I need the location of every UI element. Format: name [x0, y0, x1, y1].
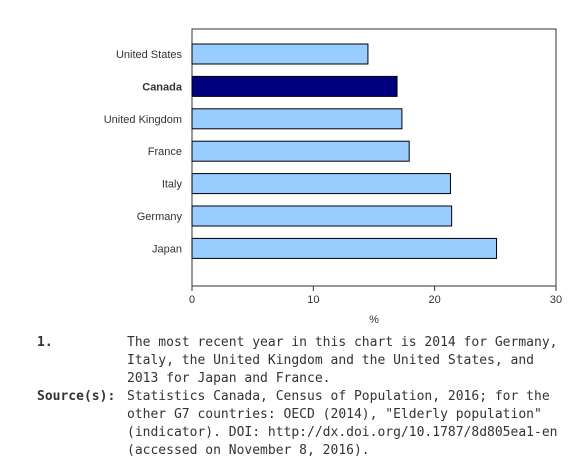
category-label-france: France [148, 146, 182, 158]
bars-layer [191, 43, 498, 259]
bar-canada [191, 75, 398, 97]
category-label-italy: Italy [162, 179, 183, 191]
bar-united-kingdom [191, 108, 403, 130]
category-labels: United States Canada United Kingdom France I… [104, 49, 183, 255]
x-tick-label: 10 [307, 294, 319, 306]
bar-italy [191, 173, 451, 195]
category-label-canada: Canada [142, 81, 183, 93]
note-row: 1. The most recent year in this chart is… [37, 334, 567, 388]
bar-united-states [191, 43, 369, 65]
category-label-united-states: United States [116, 49, 183, 61]
category-label-germany: Germany [137, 211, 183, 223]
bar-france [191, 140, 410, 162]
source-text: Statistics Canada, Census of Population,… [127, 389, 558, 458]
x-tick-label: 30 [550, 294, 562, 306]
source-label: Source(s): [37, 389, 116, 404]
x-tick-label: 0 [189, 294, 195, 306]
x-axis-ticks: 0 10 20 30 [189, 286, 562, 306]
source-row: Source(s): Statistics Canada, Census of … [37, 388, 567, 460]
bar-germany [191, 205, 453, 227]
x-axis-title: % [369, 314, 379, 326]
note-label: 1. [37, 335, 53, 350]
note-text: The most recent year in this chart is 20… [127, 335, 558, 386]
bar-japan [191, 237, 498, 259]
bar-chart: United States Canada United Kingdom France I… [104, 28, 562, 326]
category-label-united-kingdom: United Kingdom [104, 114, 182, 126]
chart-notes: 1. The most recent year in this chart is… [37, 334, 567, 460]
x-tick-label: 20 [429, 294, 441, 306]
category-label-japan: Japan [152, 243, 182, 255]
